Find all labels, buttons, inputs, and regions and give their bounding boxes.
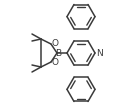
Text: O: O <box>51 39 58 48</box>
Text: O: O <box>51 58 58 67</box>
Text: N: N <box>97 48 103 57</box>
Text: B: B <box>55 48 61 57</box>
